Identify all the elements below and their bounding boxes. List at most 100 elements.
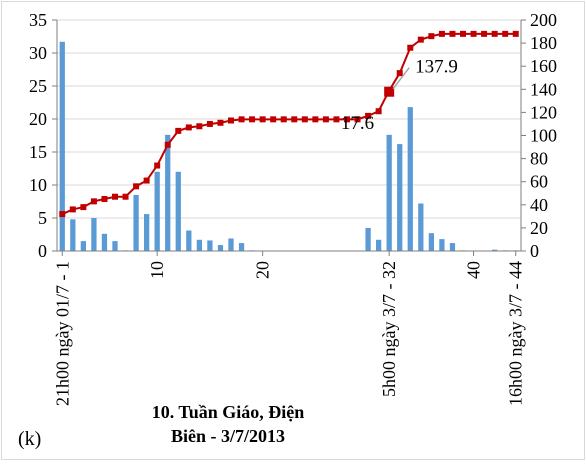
rainfall-bar	[101, 233, 108, 251]
line-marker	[491, 30, 498, 37]
rainfall-bar	[449, 243, 456, 251]
y-left-tick-label: 25	[29, 76, 47, 96]
rainfall-bar	[492, 249, 498, 251]
rainfall-bar	[439, 239, 445, 251]
x-tick-label: 21h00 ngày 01/7 - 1	[52, 261, 72, 406]
line-marker	[164, 141, 171, 148]
rainfall-bar	[91, 218, 97, 251]
annotations: 137.9 17.6	[341, 57, 458, 134]
line-marker	[460, 30, 466, 37]
rainfall-bar	[207, 240, 213, 251]
y-left-tick-label: 0	[38, 241, 47, 261]
rainfall-bar	[217, 245, 224, 251]
x-tick-label: 40	[464, 261, 484, 279]
line-marker	[291, 116, 298, 123]
line-marker	[133, 183, 140, 190]
line-marker	[417, 36, 424, 43]
line-marker	[354, 116, 361, 123]
rainfall-bar	[365, 227, 371, 251]
x-tick-label: 5h00 ngày 3/7 - 32	[379, 261, 399, 397]
y-right-tick-label: 120	[530, 102, 557, 122]
line-marker	[470, 30, 477, 37]
line-marker	[206, 120, 213, 127]
rainfall-bar	[80, 241, 86, 251]
x-tick-label: 16h00 ngày 3/7 - 44	[506, 261, 526, 406]
y-left-tick-label: 15	[29, 142, 47, 162]
line-marker	[344, 116, 350, 123]
y-left-tick-label: 20	[29, 109, 47, 129]
highlight-marker	[384, 86, 395, 97]
rainfall-bar	[228, 238, 234, 251]
line-marker	[185, 124, 192, 131]
rainfall-bar	[238, 243, 245, 251]
rainfall-bar	[112, 241, 118, 251]
line-marker	[270, 116, 277, 123]
line-marker	[280, 116, 287, 123]
rainfall-bar	[386, 134, 392, 251]
y-right-tick-label: 200	[530, 10, 557, 30]
line-marker	[249, 116, 256, 123]
data-label: 17.6	[341, 113, 374, 134]
line-marker	[228, 117, 234, 124]
line-marker	[217, 119, 224, 126]
line-marker	[312, 116, 319, 123]
rainfall-bar	[418, 203, 424, 251]
x-tick-label: 10	[147, 261, 167, 279]
rainfall-bar	[397, 144, 403, 251]
line-marker	[449, 30, 456, 37]
rainfall-bar	[376, 239, 382, 251]
line-marker	[59, 211, 66, 218]
axes	[52, 19, 526, 256]
line-marker	[238, 116, 245, 123]
rainfall-bar	[59, 41, 65, 251]
line-marker	[512, 30, 519, 37]
line-series	[59, 30, 519, 218]
x-tick-label: 20	[253, 261, 273, 279]
rainfall-bar	[428, 233, 434, 251]
line-marker	[481, 30, 488, 37]
chart-title-line-1: 10. Tuần Giáo, Điện	[152, 402, 305, 422]
rainfall-bar	[154, 171, 160, 251]
y-right-tick-label: 80	[530, 149, 548, 169]
line-marker	[154, 162, 161, 169]
y-right-tick-label: 40	[530, 195, 548, 215]
line-marker	[80, 204, 87, 211]
y-left-tick-label: 10	[29, 175, 47, 195]
line-marker	[175, 127, 182, 134]
line-marker	[365, 112, 372, 119]
line-marker	[69, 206, 76, 213]
y-right-tick-label: 160	[530, 56, 557, 76]
callout-leader	[392, 67, 410, 90]
line-marker	[375, 108, 382, 115]
y-left-tick-label: 30	[29, 43, 47, 63]
y-right-tick-label: 20	[530, 218, 548, 238]
line-marker	[90, 198, 97, 205]
y-left-tick-label: 35	[29, 10, 47, 30]
y-left-tick-label: 5	[38, 208, 47, 228]
y-right-tick-label: 100	[530, 126, 557, 146]
rainfall-bar	[186, 230, 192, 251]
rainfall-bar	[133, 194, 139, 251]
line-marker	[407, 44, 414, 51]
line-marker	[259, 116, 266, 123]
line-marker	[143, 177, 150, 184]
tick-labels: 0 5 10 15 20 25 30 35 0 20 40 60 80 100 120 140 160 180 20…	[29, 10, 557, 406]
callout-label: 137.9	[415, 57, 458, 78]
y-right-tick-label: 180	[530, 33, 557, 53]
rainfall-bar	[70, 219, 76, 251]
line-marker	[438, 30, 445, 37]
panel-label: (k)	[18, 428, 41, 450]
chart-title-line-2: Biên - 3/7/2013	[171, 426, 285, 446]
rainfall-bar	[407, 107, 413, 252]
line-marker	[502, 30, 509, 37]
rainfall-bar	[175, 171, 181, 251]
line-marker	[428, 33, 435, 40]
line-marker	[101, 196, 108, 203]
line-marker	[196, 123, 203, 130]
rainfall-bar	[165, 134, 171, 251]
line-marker	[122, 193, 129, 200]
line-marker	[333, 116, 340, 123]
